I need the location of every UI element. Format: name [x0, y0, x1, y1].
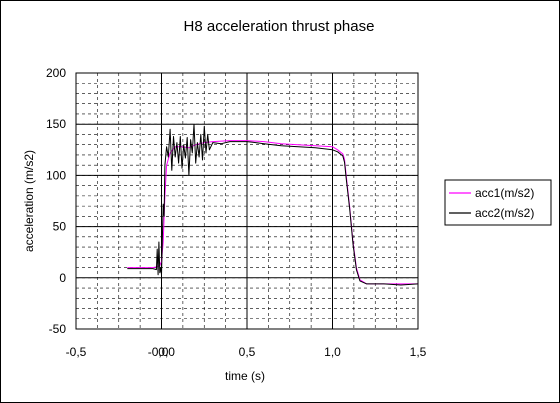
- plot-area: [75, 72, 419, 330]
- x-tick-label: -0,5: [66, 345, 87, 359]
- series-line-acc2: [127, 123, 419, 286]
- x-tick-label: 0,5: [239, 345, 256, 359]
- chart-title: H8 acceleration thrust phase: [184, 18, 375, 35]
- y-tick-label: 200: [46, 66, 66, 80]
- legend-label-acc2: acc2(m/s2): [475, 206, 534, 220]
- legend-box: [444, 179, 552, 226]
- y-tick-label: 0: [59, 271, 66, 285]
- y-tick-label: 100: [46, 168, 66, 182]
- x-tick-label: 1,5: [410, 345, 427, 359]
- major-gridlines: [75, 72, 419, 330]
- x-axis-label: time (s): [225, 369, 265, 383]
- x-axis-ticks: -0,5 -0,00,0 0,5 1,0 1,5: [66, 345, 427, 359]
- series-layer: [127, 123, 419, 286]
- x-tick-label: 0,0: [158, 345, 175, 359]
- legend: acc1(m/s2) acc2(m/s2): [444, 179, 552, 226]
- x-tick-label: 1,0: [324, 345, 341, 359]
- series-line-acc1: [127, 140, 418, 285]
- y-tick-label: 150: [46, 117, 66, 131]
- legend-label-acc1: acc1(m/s2): [475, 186, 534, 200]
- y-tick-label: 50: [53, 220, 67, 234]
- y-axis-label: acceleration (m/s2): [22, 150, 36, 252]
- y-tick-label: -50: [49, 322, 67, 336]
- y-axis-ticks: 200 150 100 50 0 -50: [46, 66, 66, 336]
- x-tick-label: -0,0: [148, 345, 169, 359]
